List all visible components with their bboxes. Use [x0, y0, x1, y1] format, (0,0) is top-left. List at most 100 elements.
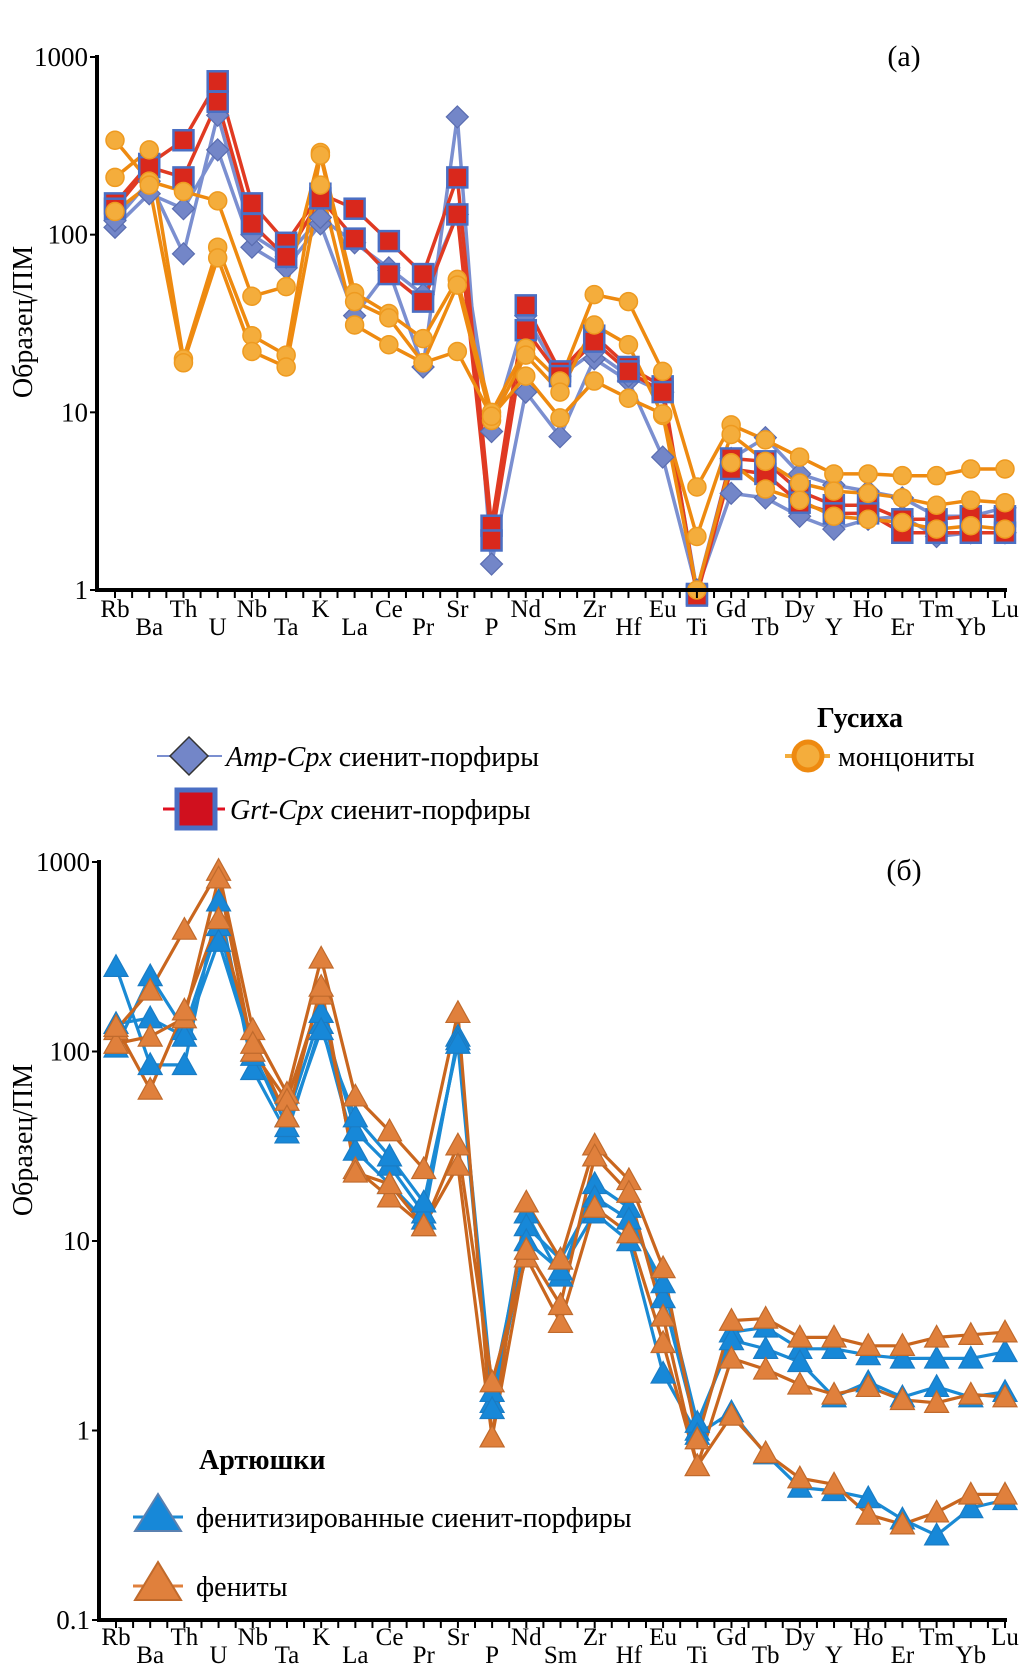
data-point-square: [343, 227, 366, 250]
data-point-triangle: [547, 1246, 574, 1270]
data-point-square: [446, 203, 469, 226]
data-point-circle: [550, 382, 570, 402]
x-tick-label: Zr: [582, 596, 606, 623]
legend-b-entry-fenitized: фенитизированные сиенит-порфиры: [133, 1492, 632, 1534]
data-point-circle: [105, 130, 125, 150]
data-point-circle: [858, 483, 878, 504]
y-tick-label: 10: [61, 397, 88, 427]
data-point-circle: [207, 191, 228, 211]
data-point-diamond: [479, 552, 504, 576]
data-point-circle: [892, 465, 913, 486]
data-point-triangle: [547, 1309, 574, 1334]
data-point-circle: [173, 353, 194, 373]
x-tick-label: Tm: [919, 1624, 954, 1651]
x-tick-label: Yb: [955, 614, 986, 641]
data-point-circle: [618, 291, 639, 312]
x-tick-label: Lu: [991, 1624, 1019, 1651]
y-tick-label: 1000: [36, 847, 90, 877]
data-point-circle: [687, 477, 707, 497]
x-tick-label: Nb: [237, 596, 268, 623]
x-tick-label: Ti: [686, 614, 707, 641]
triangle-marker-icon: [133, 1492, 183, 1532]
legend-a-entry-grt-cpx: Grt-Cpx сиенит-порфиры: [163, 787, 531, 831]
data-point-circle: [824, 506, 844, 527]
data-point-triangle: [273, 1103, 300, 1128]
data-point-circle: [892, 512, 913, 533]
data-point-triangle: [615, 1219, 642, 1244]
data-point-triangle: [342, 1103, 369, 1128]
data-point-square: [514, 318, 538, 342]
x-tick-label: Nb: [237, 1624, 268, 1651]
data-point-triangle: [137, 1051, 164, 1076]
data-point-triangle: [650, 1303, 677, 1327]
data-point-square: [411, 290, 435, 313]
data-point-circle: [858, 464, 878, 484]
data-point-triangle: [752, 1439, 779, 1464]
data-point-triangle: [957, 1321, 984, 1345]
data-point-circle: [550, 408, 570, 428]
data-point-circle: [207, 248, 228, 268]
panel-a-series-markers: [103, 70, 1017, 607]
data-point-triangle: [650, 1269, 677, 1294]
panel-a-legend: Гусиха Amp-Cpx сиенит-порфиры Grt-Cpx си…: [157, 703, 975, 831]
data-point-circle: [447, 341, 468, 362]
data-point-triangle: [308, 1016, 335, 1041]
data-point-triangle: [171, 1023, 198, 1047]
data-point-triangle: [957, 1494, 984, 1519]
data-point-triangle: [991, 1383, 1019, 1408]
data-point-circle: [926, 519, 947, 539]
data-point-triangle: [581, 1143, 608, 1167]
y-tick-label: 100: [48, 220, 89, 250]
data-point-circle: [961, 515, 981, 536]
x-tick-label: Ho: [853, 596, 884, 623]
data-point-triangle: [376, 1117, 403, 1142]
x-tick-label: Hf: [616, 1642, 643, 1669]
data-point-triangle: [889, 1345, 916, 1369]
data-point-circle: [926, 465, 947, 486]
data-point-circle: [892, 488, 913, 508]
panel-a-y-tick-labels: 1 10 100 1000: [34, 42, 88, 605]
data-point-triangle: [923, 1345, 950, 1369]
data-point-triangle: [923, 1389, 950, 1414]
data-point-circle: [789, 490, 810, 511]
data-point-circle: [824, 481, 844, 501]
x-tick-label: Er: [891, 614, 915, 641]
data-point-triangle: [684, 1425, 711, 1450]
data-point-triangle: [752, 1356, 779, 1380]
svg-text:Amp-Cpx сиенит-порфиры: Amp-Cpx сиенит-порфиры: [224, 742, 539, 773]
data-point-triangle: [786, 1324, 813, 1348]
data-point-triangle: [650, 1254, 677, 1279]
x-tick-label: Ta: [275, 1642, 300, 1669]
data-point-triangle: [923, 1522, 950, 1546]
data-point-circle: [105, 201, 125, 222]
data-point-square: [377, 262, 401, 286]
x-tick-label: Pr: [412, 614, 435, 641]
data-point-triangle: [376, 1143, 403, 1167]
data-point-diamond: [308, 205, 333, 230]
data-point-square: [480, 529, 503, 552]
data-point-square: [240, 192, 264, 215]
x-tick-label: Tm: [919, 596, 954, 623]
data-point-triangle: [855, 1501, 882, 1525]
data-point-square: [206, 90, 229, 113]
legend-a-entry-amp-cpx: Amp-Cpx сиенит-порфиры: [157, 735, 539, 777]
data-point-triangle: [718, 1402, 745, 1426]
data-point-triangle: [821, 1381, 848, 1405]
data-point-circle: [755, 451, 776, 472]
data-point-circle: [652, 361, 673, 382]
circle-marker-icon: [791, 739, 825, 773]
data-point-triangle: [684, 1452, 711, 1477]
data-point-square: [377, 229, 401, 253]
diamond-marker-icon: [168, 735, 210, 777]
data-point-circle: [379, 308, 399, 328]
data-point-circle: [276, 357, 296, 377]
data-point-circle: [824, 464, 844, 484]
y-tick-label: 0.1: [56, 1605, 90, 1635]
legend-b-entry-fenite: фениты: [133, 1560, 288, 1603]
legend-a-entry-monzonite: монцониты: [785, 739, 975, 773]
data-point-triangle: [991, 1481, 1019, 1505]
data-point-triangle: [718, 1345, 745, 1369]
panel-b-y-axis-title: Образец/ПМ: [8, 1064, 39, 1216]
